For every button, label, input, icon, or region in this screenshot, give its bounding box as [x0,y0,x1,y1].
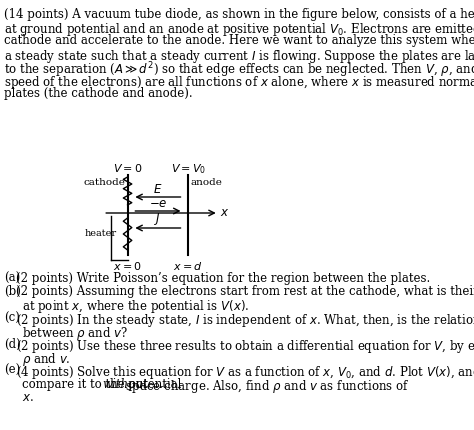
Text: $-e$: $-e$ [149,197,167,210]
Text: (2 points) Assuming the electrons start from rest at the cathode, what is their : (2 points) Assuming the electrons start … [16,285,474,298]
Text: (b): (b) [4,285,21,298]
Text: heater: heater [84,230,117,239]
Text: a steady state such that a steady current $I$ is flowing. Suppose the plates are: a steady state such that a steady curren… [4,48,474,64]
Text: space-charge. Also, find $\rho$ and $v$ as functions of: space-charge. Also, find $\rho$ and $v$ … [122,378,410,395]
Text: speed of the electrons) are all functions of $x$ alone, where $x$ is measured no: speed of the electrons) are all function… [4,74,474,91]
Text: $V=V_0$: $V=V_0$ [171,162,206,176]
Text: (a): (a) [4,272,20,285]
Text: (c): (c) [4,312,20,325]
Text: (2 points) Use these three results to obtain a differential equation for $V$, by: (2 points) Use these three results to ob… [16,338,474,355]
Text: cathode: cathode [84,178,126,187]
Text: to the separation ($A \gg d^2$) so that edge effects can be neglected. Then $V$,: to the separation ($A \gg d^2$) so that … [4,61,474,80]
Text: $E$: $E$ [153,183,163,196]
Text: $V=0$: $V=0$ [113,162,142,174]
Text: compare it to the potential: compare it to the potential [22,378,185,390]
Text: $\rho$ and $v$.: $\rho$ and $v$. [22,351,71,368]
Text: $x=d$: $x=d$ [173,260,203,272]
Text: at ground potential and an anode at positive potential $V_0$. Electrons are emit: at ground potential and an anode at posi… [4,21,474,38]
Text: $x$: $x$ [220,206,230,219]
Text: (4 points) Solve this equation for $V$ as a function of $x$, $V_0$, and $d$. Plo: (4 points) Solve this equation for $V$ a… [16,364,474,381]
Text: $x$.: $x$. [22,391,34,404]
Text: (2 points) In the steady state, $I$ is independent of $x$. What, then, is the re: (2 points) In the steady state, $I$ is i… [16,312,474,329]
Text: between $\rho$ and $v$?: between $\rho$ and $v$? [22,325,128,342]
Text: anode: anode [190,178,222,187]
Text: at point $x$, where the potential is $V(x)$.: at point $x$, where the potential is $V(… [22,298,249,315]
Text: (2 points) Write Poisson’s equation for the region between the plates.: (2 points) Write Poisson’s equation for … [16,272,430,285]
Text: $J$: $J$ [155,211,162,227]
Text: plates (the cathode and anode).: plates (the cathode and anode). [4,87,193,100]
Text: (d): (d) [4,338,21,351]
Text: $x=0$: $x=0$ [113,260,142,272]
Text: (14 points) A vacuum tube diode, as shown in the figure below, consists of a hea: (14 points) A vacuum tube diode, as show… [4,8,474,21]
Text: (e): (e) [4,364,20,378]
Text: cathode and accelerate to the anode. Here we want to analyze this system when it: cathode and accelerate to the anode. Her… [4,34,474,47]
Text: without: without [102,378,148,390]
